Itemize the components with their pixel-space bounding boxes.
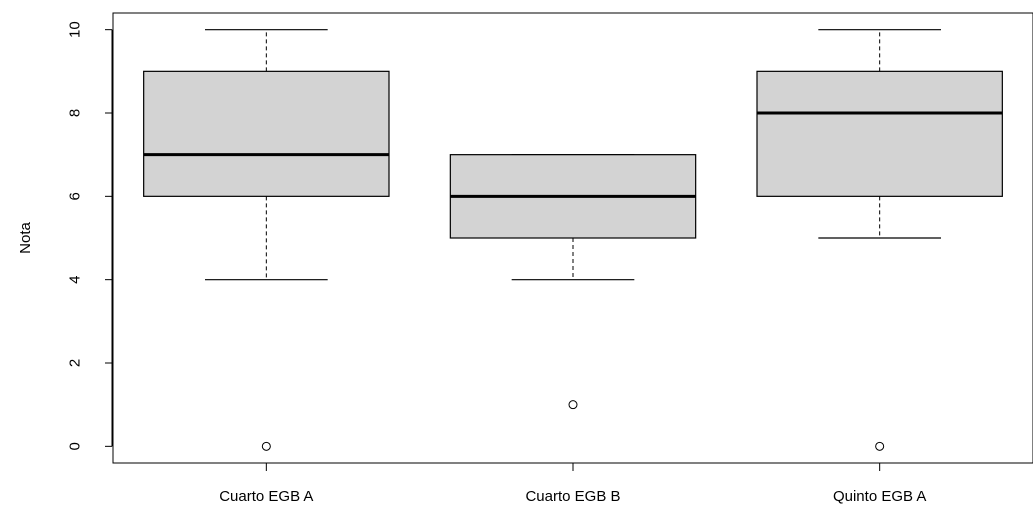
x-tick-label: Cuarto EGB B [525,488,620,505]
box-iqr [143,70,390,197]
y-tick-label: 2 [66,359,83,367]
y-axis: 0 2 4 6 8 10 [66,21,113,451]
y-tick-label: 10 [66,21,83,38]
box-1 [143,29,390,451]
x-tick-label: Cuarto EGB A [219,488,313,505]
box-3 [756,29,1003,451]
y-axis-title: Nota [17,222,34,254]
y-tick-label: 6 [66,192,83,200]
box-group [143,29,1003,451]
y-tick-label: 0 [66,442,83,450]
outlier-point [261,441,271,451]
outlier-point [875,441,885,451]
y-tick-label: 8 [66,109,83,117]
x-axis: Cuarto EGB A Cuarto EGB B Quinto EGB A [219,463,926,505]
y-tick-label: 4 [66,275,83,283]
box-iqr [756,70,1003,197]
box-2 [449,154,697,410]
outlier-point [568,400,578,410]
x-tick-label: Quinto EGB A [833,488,926,505]
